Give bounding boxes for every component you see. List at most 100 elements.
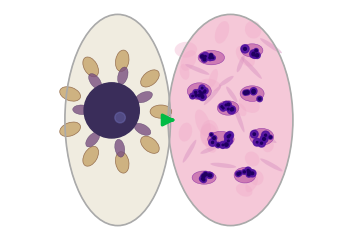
- Ellipse shape: [250, 128, 274, 145]
- Circle shape: [254, 54, 256, 56]
- Ellipse shape: [118, 67, 128, 84]
- Circle shape: [226, 132, 233, 139]
- Ellipse shape: [245, 21, 261, 39]
- Circle shape: [208, 55, 214, 60]
- Ellipse shape: [73, 105, 91, 114]
- Circle shape: [206, 172, 212, 178]
- Ellipse shape: [236, 46, 255, 67]
- Circle shape: [223, 141, 230, 148]
- Circle shape: [258, 98, 261, 100]
- Ellipse shape: [245, 151, 259, 167]
- Circle shape: [201, 87, 203, 89]
- Circle shape: [197, 89, 202, 94]
- Circle shape: [254, 48, 258, 53]
- Circle shape: [229, 134, 231, 136]
- Circle shape: [211, 136, 217, 141]
- Ellipse shape: [236, 184, 252, 197]
- Circle shape: [192, 95, 193, 97]
- Circle shape: [222, 107, 224, 109]
- Circle shape: [244, 48, 246, 50]
- Circle shape: [261, 142, 263, 144]
- Circle shape: [251, 130, 258, 138]
- Circle shape: [203, 172, 208, 177]
- Circle shape: [225, 104, 227, 106]
- Circle shape: [262, 131, 270, 139]
- Circle shape: [208, 174, 210, 176]
- Ellipse shape: [150, 105, 172, 118]
- Circle shape: [247, 169, 249, 171]
- Circle shape: [199, 93, 206, 101]
- Ellipse shape: [208, 132, 234, 147]
- Ellipse shape: [60, 87, 80, 101]
- Circle shape: [193, 90, 198, 95]
- Circle shape: [231, 108, 234, 111]
- Circle shape: [260, 135, 268, 143]
- Ellipse shape: [140, 70, 159, 87]
- Circle shape: [239, 172, 241, 174]
- Ellipse shape: [260, 158, 282, 171]
- Ellipse shape: [208, 69, 218, 88]
- Circle shape: [227, 136, 229, 138]
- Circle shape: [252, 53, 255, 56]
- Circle shape: [253, 138, 261, 146]
- Circle shape: [228, 140, 229, 142]
- Ellipse shape: [226, 86, 238, 102]
- Circle shape: [225, 133, 232, 141]
- Circle shape: [211, 55, 215, 60]
- Ellipse shape: [204, 85, 221, 105]
- Circle shape: [222, 102, 229, 108]
- Circle shape: [253, 133, 256, 135]
- Circle shape: [209, 54, 213, 57]
- Circle shape: [250, 50, 257, 57]
- Circle shape: [256, 54, 259, 57]
- Circle shape: [268, 135, 273, 139]
- Ellipse shape: [89, 74, 102, 89]
- Ellipse shape: [185, 64, 209, 75]
- Circle shape: [215, 142, 221, 148]
- Circle shape: [269, 136, 271, 138]
- Ellipse shape: [201, 120, 219, 147]
- Circle shape: [227, 106, 235, 114]
- Circle shape: [251, 89, 256, 95]
- Ellipse shape: [217, 101, 239, 115]
- Ellipse shape: [245, 175, 258, 192]
- Ellipse shape: [263, 140, 274, 152]
- Ellipse shape: [83, 146, 98, 166]
- Circle shape: [204, 91, 205, 93]
- Circle shape: [195, 94, 197, 96]
- Circle shape: [252, 52, 258, 58]
- Ellipse shape: [200, 123, 218, 147]
- Ellipse shape: [60, 122, 80, 137]
- Circle shape: [228, 108, 229, 110]
- Ellipse shape: [179, 123, 192, 142]
- Circle shape: [217, 144, 219, 146]
- Ellipse shape: [234, 168, 256, 183]
- Ellipse shape: [205, 138, 217, 153]
- Circle shape: [225, 143, 228, 146]
- Circle shape: [252, 90, 255, 93]
- Ellipse shape: [200, 79, 221, 91]
- Circle shape: [246, 172, 251, 177]
- Circle shape: [201, 96, 204, 98]
- Circle shape: [222, 144, 223, 146]
- Ellipse shape: [187, 83, 211, 100]
- Circle shape: [212, 57, 214, 59]
- Ellipse shape: [219, 76, 234, 86]
- Circle shape: [199, 85, 205, 91]
- Circle shape: [203, 179, 205, 181]
- Ellipse shape: [260, 38, 282, 53]
- Ellipse shape: [65, 14, 170, 226]
- Ellipse shape: [136, 91, 152, 103]
- Ellipse shape: [115, 152, 129, 173]
- Circle shape: [201, 177, 207, 183]
- Circle shape: [202, 88, 208, 94]
- Circle shape: [221, 106, 223, 108]
- Circle shape: [204, 90, 206, 92]
- Ellipse shape: [192, 171, 216, 184]
- Circle shape: [202, 178, 203, 180]
- Ellipse shape: [140, 136, 159, 153]
- Circle shape: [199, 91, 201, 92]
- Circle shape: [210, 134, 212, 135]
- Circle shape: [199, 90, 205, 96]
- Ellipse shape: [83, 57, 98, 77]
